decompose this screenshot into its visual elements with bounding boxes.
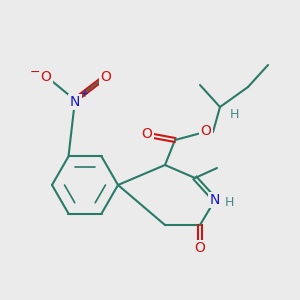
Text: O: O (40, 70, 51, 84)
Text: H: H (224, 196, 234, 208)
Text: O: O (100, 70, 111, 84)
Text: O: O (201, 124, 212, 138)
Text: +: + (80, 89, 88, 99)
Text: −: − (30, 65, 40, 79)
Text: H: H (229, 109, 239, 122)
Text: N: N (210, 193, 220, 207)
Text: O: O (195, 241, 206, 255)
Text: N: N (70, 95, 80, 109)
Text: O: O (142, 127, 152, 141)
